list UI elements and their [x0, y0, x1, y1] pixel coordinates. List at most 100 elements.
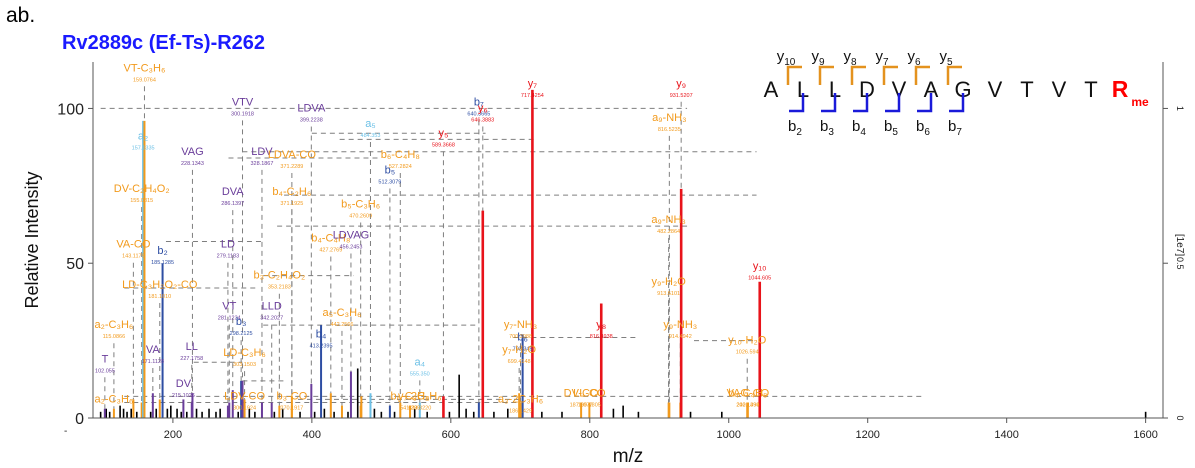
y-fragment-label: y7: [875, 48, 889, 68]
right-axis-label: [1e7]: [1174, 234, 1185, 256]
ion-mass: 143.1179: [122, 254, 145, 260]
y-fragment-sub: 10: [784, 57, 796, 68]
ion-label: b₃-CO: [276, 390, 307, 402]
ion-mass: 527.2824: [389, 164, 412, 170]
b-fragment-label: b2: [788, 118, 802, 138]
ion-label: a₅-C₃H₆: [322, 307, 361, 319]
ion-mass: 633.3220: [408, 405, 431, 411]
ion-mass: 1026.594: [736, 350, 759, 356]
ion-mass: 159.0764: [133, 77, 156, 83]
ion-label: b₃: [236, 316, 247, 328]
y-fragment-label: y5: [939, 48, 953, 68]
panel-label: ab.: [6, 4, 36, 27]
ion-label: a₉-NH₃: [652, 112, 687, 124]
ion-mass: 155.0815: [130, 198, 153, 204]
x-tick-label: 800: [581, 429, 599, 441]
ion-mass: 279.1183: [217, 254, 240, 260]
ion-mass: 181.1010: [148, 294, 171, 300]
ion-label: b₂: [157, 245, 167, 257]
y-fragment-sub: 5: [947, 57, 953, 68]
ion-label: b₆-C₃H₆: [391, 390, 430, 402]
ion-mass: 300.1924: [233, 405, 256, 411]
ion-mass: 303.1503: [233, 362, 256, 368]
y-fragment-label: y8: [843, 48, 857, 68]
y-bracket: [818, 65, 834, 85]
x-tick-label: 1000: [717, 429, 741, 441]
b-bracket: [885, 93, 901, 113]
y-bracket: [786, 65, 802, 85]
ion-mass: 115.0866: [103, 334, 126, 340]
sequence-residue: L: [829, 77, 841, 102]
sequence-residue: A: [764, 77, 779, 102]
ion-mass: 589.3668: [432, 142, 455, 148]
y-tick-label: 0: [75, 411, 84, 428]
b-fragment-label: b4: [852, 118, 866, 138]
ion-mass: 215.1026: [172, 393, 195, 399]
ion-mass: 555.350: [410, 371, 430, 377]
ion-label: DV: [176, 378, 192, 390]
ion-label: y₈: [596, 319, 606, 331]
y-tick-label: 50: [66, 256, 84, 273]
ion-label: VT-C₃H₆: [124, 62, 166, 74]
ion-mass: 186.1429: [509, 409, 532, 415]
ion-label: b₄: [316, 329, 327, 341]
ion-label: y₇-2C₂H₆: [398, 390, 442, 402]
ion-label: LD-C₃H₂O₂-CO: [122, 279, 198, 291]
ion-label: b₄-C₄H₈: [311, 233, 350, 245]
ion-mass: 270.1917: [280, 405, 303, 411]
ion-label: VT: [222, 301, 236, 313]
ion-label: DV-C₂H₄O₂: [114, 183, 170, 195]
mod-label: me: [1131, 95, 1149, 109]
ion-label: y₉: [676, 78, 686, 90]
ion-label: LLD: [262, 301, 282, 313]
sequence-residue: V: [988, 77, 1003, 102]
ion-label: y₉-NH₃: [663, 319, 697, 331]
sequence-residue: T: [1084, 77, 1097, 102]
ion-mass: 353.2183: [268, 285, 291, 291]
ion-label: LDVA: [297, 103, 326, 115]
x-tick-label: 600: [442, 429, 460, 441]
ion-mass: 646.3883: [471, 118, 494, 124]
b-fragment-sub: 2: [796, 127, 802, 138]
ion-mass: 456.2453: [339, 244, 362, 250]
ion-label: b₅: [385, 164, 396, 176]
ion-label: LDV-CO: [224, 390, 265, 402]
y-tick-label: 100: [57, 101, 84, 118]
ion-label: a₂-C₃H₆: [94, 319, 133, 331]
peak-labels: VT-C₃H₆ 159.0764 a₂ 157.1335 DV-C₂H₄O₂ 155.08…: [94, 62, 771, 414]
b-fragment-label: b5: [884, 118, 898, 138]
ion-mass: 157.1335: [132, 145, 155, 151]
b-fragment-sub: 7: [956, 127, 962, 138]
b-fragment-sub: 6: [924, 127, 930, 138]
y-fragment-label: y9: [811, 48, 825, 68]
sequence-residue: T: [1020, 77, 1033, 102]
ion-mass: 816.5235: [658, 127, 681, 133]
ion-mass: 699.4148: [508, 359, 531, 365]
peptide-title: Rv2889c (Ef-Ts)-R262: [62, 32, 266, 54]
ion-label: LDV: [251, 146, 273, 158]
ion-label: y₅: [438, 127, 448, 139]
ion-mass: 399.2238: [300, 118, 323, 124]
ion-label: b₆-C₄H₈: [381, 149, 420, 161]
ion-label: LD: [221, 239, 235, 251]
b-fragment-sub: 3: [828, 127, 834, 138]
b-bracket: [821, 93, 837, 113]
ion-mass: 703.345: [513, 347, 533, 353]
ion-label: LL: [186, 341, 198, 353]
ion-label: a₄: [414, 356, 425, 368]
ion-mass: 413.2395: [310, 344, 333, 350]
y-fragment-sub: 7: [883, 57, 889, 68]
ion-label: LDVA-CO: [268, 149, 317, 161]
ion-label: b₃-C₂H₄O₂: [253, 270, 305, 282]
b-fragment-label: b6: [916, 118, 930, 138]
sequence-residue: V: [892, 77, 907, 102]
ion-mass: 717.4254: [521, 93, 544, 99]
ion-label: a₉-NH₃: [651, 214, 686, 226]
ion-label: LD-C₃H₆: [223, 347, 266, 359]
peak-bars: [99, 89, 1147, 418]
y-bracket: [946, 65, 962, 85]
y-fragment-sub: 8: [851, 57, 857, 68]
ion-mass: 200.1394: [736, 402, 759, 408]
